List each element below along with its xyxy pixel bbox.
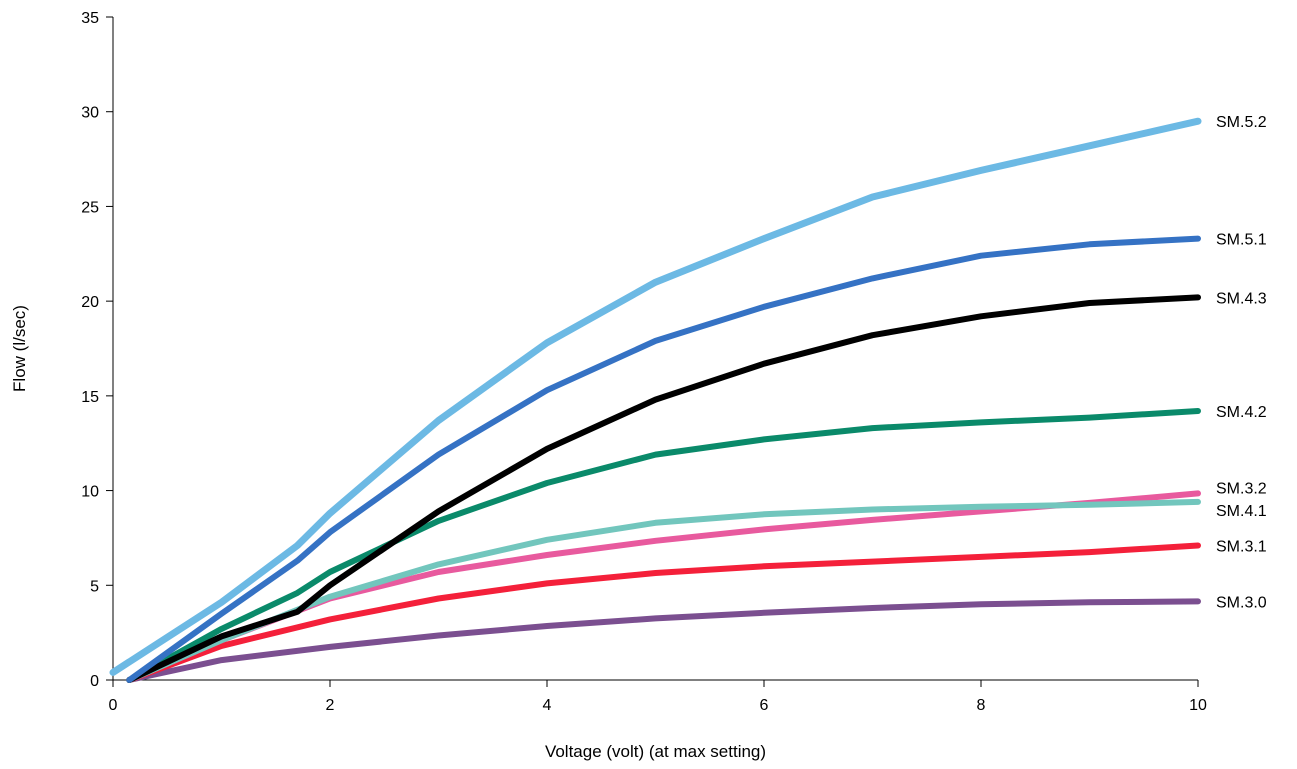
- series-label-sm-3-2: SM.3.2: [1216, 480, 1267, 497]
- series-label-sm-4-2: SM.4.2: [1216, 404, 1267, 421]
- series-line-sm-5-2: [109, 117, 1202, 676]
- y-tick-label: 0: [90, 673, 99, 690]
- y-tick-label: 25: [81, 199, 99, 216]
- y-tick-label: 20: [81, 294, 99, 311]
- series-labels: SM.3.0 SM.3.1 SM.3.2 SM.4.1 SM.4.2 SM.4.3 SM.5…: [1216, 114, 1267, 611]
- x-tick-label: 6: [760, 697, 769, 714]
- series-line-sm-4-2: [126, 408, 1201, 683]
- x-axis-ticks: 0 2 4 6 8 10: [109, 680, 1207, 714]
- y-axis-ticks: 0 5 10 15 20 25 30 35: [81, 10, 113, 690]
- y-tick-label: 15: [81, 389, 99, 406]
- series-line-sm-3-0: [126, 598, 1201, 683]
- series-line-sm-5-1: [126, 235, 1201, 683]
- y-tick-label: 35: [81, 10, 99, 27]
- x-axis-title: Voltage (volt) (at max setting): [545, 742, 766, 761]
- x-tick-label: 2: [326, 697, 335, 714]
- x-tick-label: 4: [543, 697, 552, 714]
- series-label-sm-3-0: SM.3.0: [1216, 594, 1267, 611]
- series-label-sm-5-2: SM.5.2: [1216, 114, 1267, 131]
- series-line-sm-4-3: [126, 294, 1201, 683]
- x-tick-label: 0: [109, 697, 118, 714]
- y-axis-title: Flow (l/sec): [10, 305, 29, 392]
- series-label-sm-4-1: SM.4.1: [1216, 503, 1267, 520]
- y-tick-label: 10: [81, 484, 99, 501]
- axes: 0 2 4 6 8 10 0 5 10 15 20 25 30 35: [81, 10, 1207, 714]
- x-tick-label: 10: [1189, 697, 1207, 714]
- series-label-sm-5-1: SM.5.1: [1216, 232, 1267, 249]
- series-lines: [109, 117, 1202, 683]
- x-tick-label: 8: [977, 697, 986, 714]
- y-tick-label: 5: [90, 578, 99, 595]
- series-label-sm-3-1: SM.3.1: [1216, 539, 1267, 556]
- y-tick-label: 30: [81, 105, 99, 122]
- series-line-sm-3-1: [126, 542, 1201, 683]
- series-label-sm-4-3: SM.4.3: [1216, 290, 1267, 307]
